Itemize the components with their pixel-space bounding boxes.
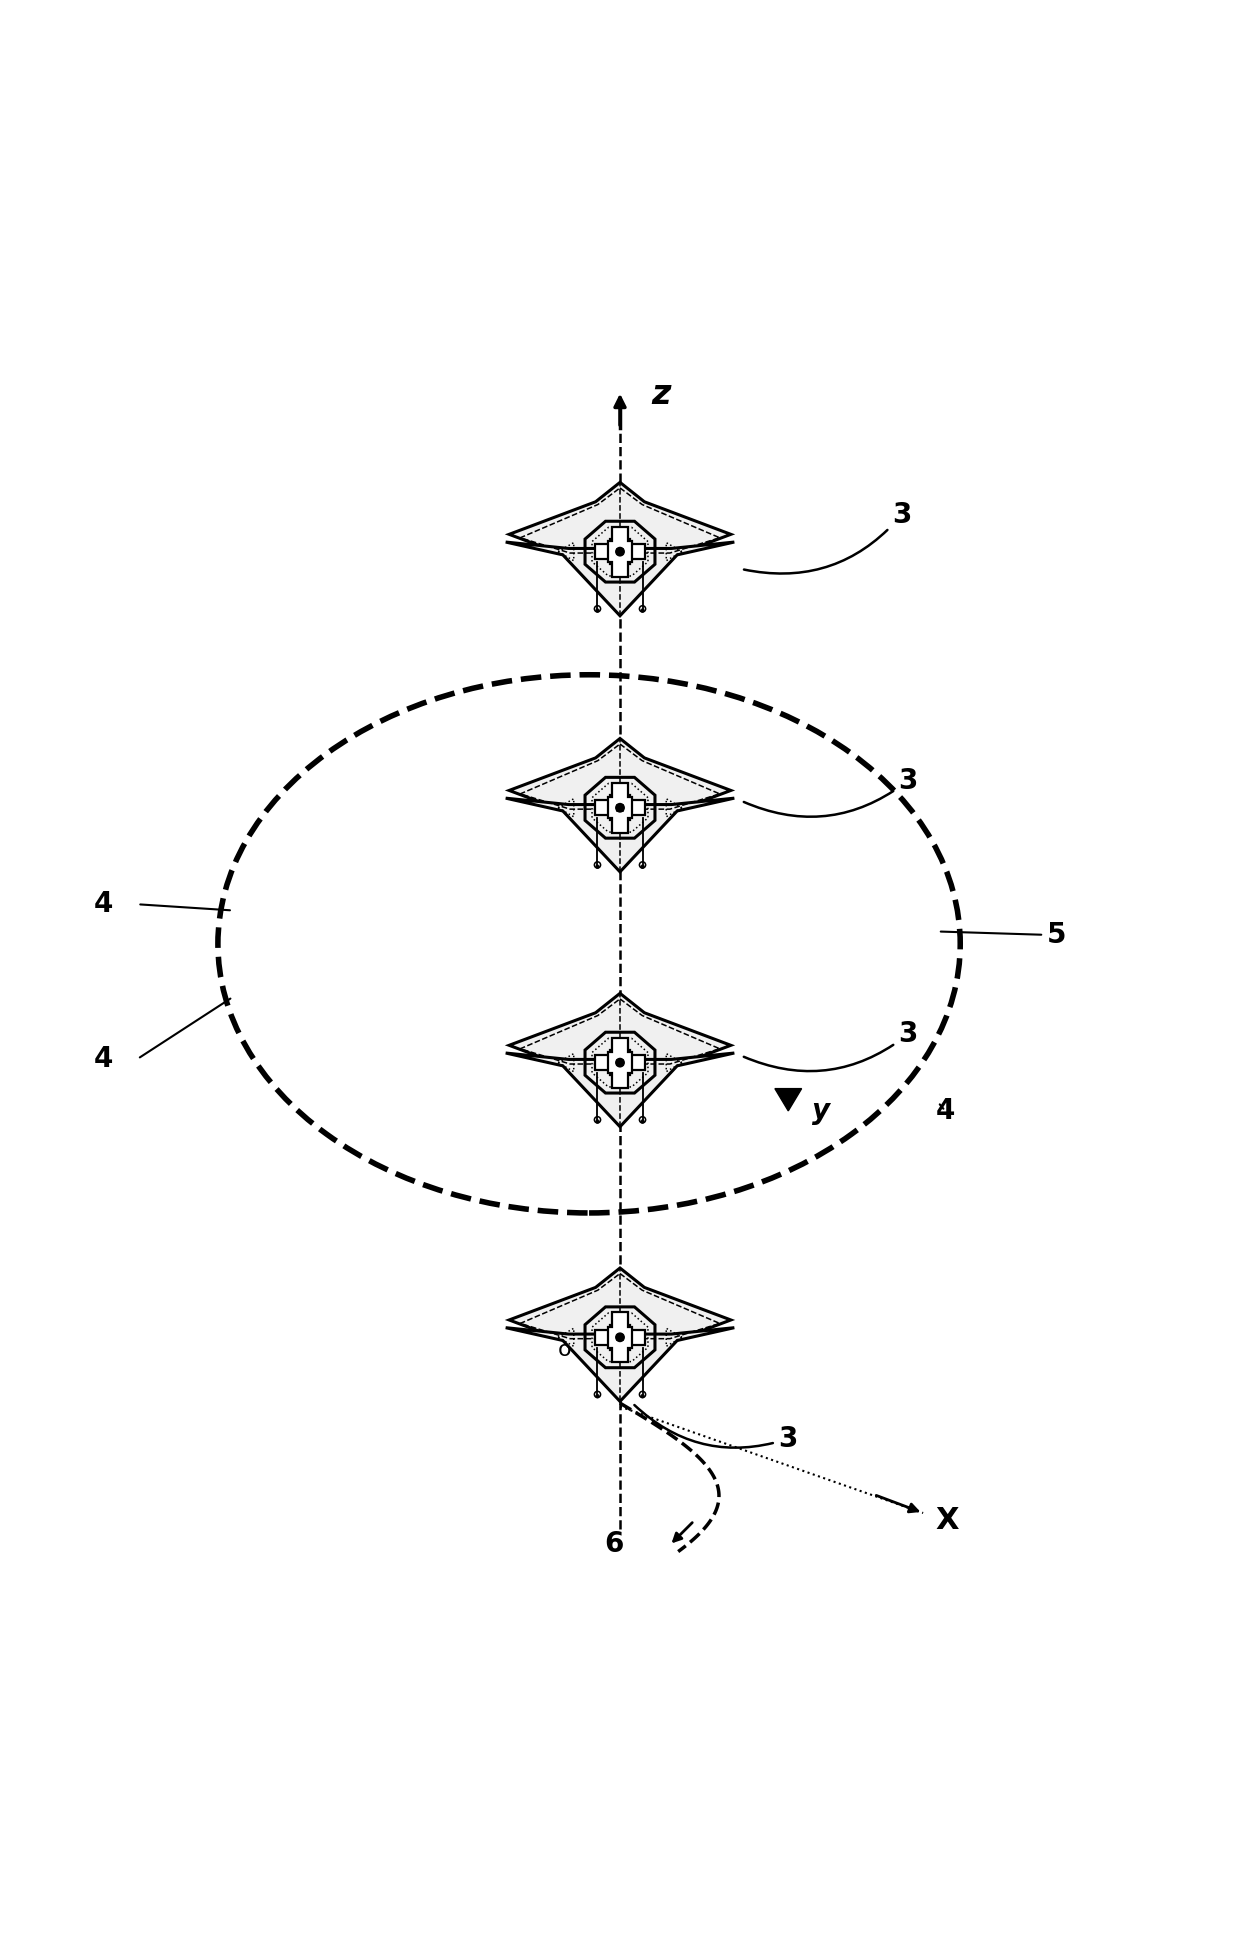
Polygon shape (510, 1268, 730, 1341)
Polygon shape (506, 798, 734, 873)
Polygon shape (506, 1327, 734, 1401)
Polygon shape (595, 795, 645, 820)
Polygon shape (618, 548, 622, 554)
Polygon shape (510, 481, 730, 556)
Text: 5: 5 (941, 922, 1066, 949)
Polygon shape (608, 1313, 632, 1362)
Text: y: y (812, 1096, 830, 1125)
Text: 3: 3 (744, 1020, 918, 1070)
Circle shape (616, 1059, 624, 1067)
Text: 6: 6 (604, 1530, 624, 1558)
Circle shape (641, 1395, 645, 1397)
Polygon shape (510, 738, 730, 812)
Polygon shape (775, 1088, 801, 1112)
Polygon shape (510, 994, 730, 1067)
Polygon shape (506, 1053, 734, 1127)
Circle shape (616, 548, 624, 556)
Circle shape (616, 1333, 624, 1341)
Circle shape (641, 1119, 645, 1123)
Circle shape (595, 865, 599, 869)
Polygon shape (618, 804, 622, 810)
Text: 3: 3 (635, 1405, 797, 1452)
Circle shape (641, 609, 645, 613)
Circle shape (595, 1395, 599, 1397)
Polygon shape (506, 542, 734, 616)
Polygon shape (618, 1335, 622, 1341)
Polygon shape (595, 1051, 645, 1074)
Text: z: z (651, 378, 671, 411)
Circle shape (641, 865, 645, 869)
Circle shape (595, 1119, 599, 1123)
Text: 3: 3 (744, 501, 911, 573)
Text: 4: 4 (94, 1045, 114, 1072)
Text: 4: 4 (935, 1096, 955, 1125)
Text: 4: 4 (94, 890, 114, 918)
Polygon shape (595, 540, 645, 564)
Circle shape (595, 609, 599, 613)
Text: o: o (558, 1341, 572, 1360)
Polygon shape (618, 1061, 622, 1065)
Polygon shape (608, 783, 632, 834)
Polygon shape (608, 1037, 632, 1088)
Polygon shape (608, 526, 632, 577)
Text: X: X (935, 1505, 959, 1534)
Circle shape (616, 804, 624, 812)
Text: 3: 3 (744, 767, 918, 816)
Polygon shape (595, 1325, 645, 1350)
